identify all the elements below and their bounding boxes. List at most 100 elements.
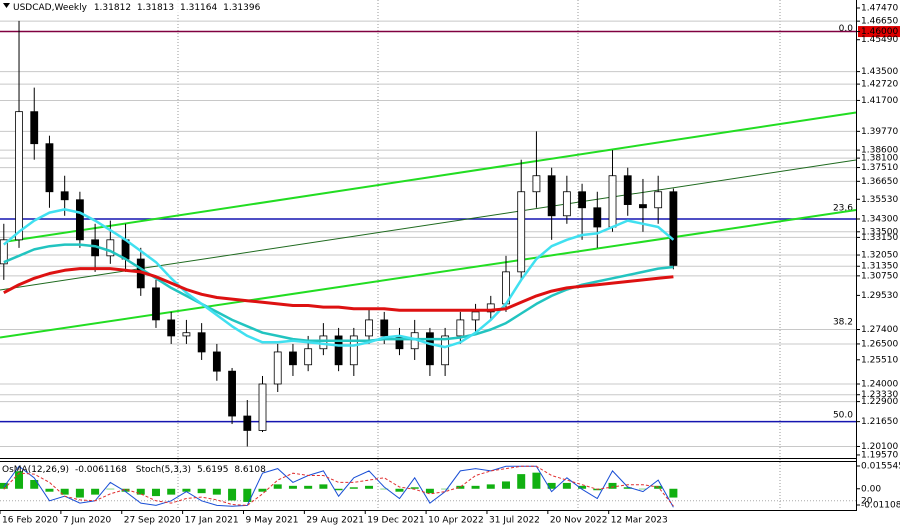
- level-label: 1.32050: [861, 251, 898, 261]
- moving-average: [3, 243, 674, 342]
- x-tick-label: 12 Mar 2023: [611, 516, 668, 526]
- level-label: 1.33500: [861, 227, 898, 237]
- level-label-bg: [858, 26, 900, 38]
- level-label: 1.42720: [861, 80, 898, 90]
- osma-bar: [0, 482, 8, 489]
- indicator-value: -0.0061168: [75, 465, 127, 475]
- quote: 1.31813: [137, 3, 174, 13]
- osma-bar: [30, 479, 39, 489]
- y-tick-label: 1.47470: [861, 4, 898, 14]
- level-label: 1.22900: [861, 397, 898, 407]
- osma-bar: [75, 488, 84, 498]
- candle-body: [654, 191, 663, 209]
- x-tick-label: 17 Jan 2021: [185, 516, 239, 526]
- osma-bar: [517, 474, 526, 489]
- candle-body: [258, 383, 267, 431]
- osma-bar: [91, 488, 100, 495]
- osma-bar: [15, 471, 24, 489]
- candle-body: [319, 335, 328, 350]
- level-label: 1.24000: [861, 379, 898, 389]
- header-icon: [3, 3, 10, 8]
- candle-body: [639, 204, 647, 209]
- candle-body: [60, 191, 69, 201]
- candle-body: [45, 143, 54, 193]
- candle-body: [593, 207, 602, 228]
- level-label: 1.36650: [861, 177, 898, 187]
- osma-bar: [273, 484, 282, 489]
- osma-bar: [228, 488, 237, 501]
- candle-body: [197, 332, 206, 353]
- osma-bar: [212, 488, 221, 495]
- osma-bar: [243, 488, 252, 502]
- osma-bar: [288, 485, 297, 489]
- stoch-line: [3, 465, 674, 508]
- candle-body: [547, 175, 556, 217]
- quote: 1.31396: [223, 3, 260, 13]
- y-tick-label: 1.45490: [861, 35, 898, 45]
- channel-line: [0, 209, 857, 339]
- osma-bar: [258, 488, 267, 492]
- moving-average: [3, 267, 674, 312]
- osma-bar: [304, 485, 313, 489]
- osma-bar: [106, 488, 115, 490]
- chart-title: USDCAD,Weekly: [13, 3, 88, 13]
- y-tick-label: 0.00: [861, 484, 881, 494]
- level-label: 1.30750: [861, 271, 898, 281]
- candle-body: [426, 332, 434, 366]
- x-tick-label: 20 Nov 2022: [550, 516, 608, 526]
- candle-body: [273, 351, 282, 385]
- x-tick-label: 16 Feb 2020: [2, 516, 58, 526]
- indicator-value: 5.6195: [197, 465, 229, 475]
- level-label: 1.21650: [861, 417, 898, 427]
- osma-bar: [547, 482, 556, 489]
- candle-body: [304, 348, 313, 366]
- candle-body: [456, 319, 465, 337]
- candle-body: [532, 175, 541, 193]
- candle-body: [380, 319, 389, 337]
- level-label: 1.20100: [861, 442, 898, 452]
- osma-bar: [334, 488, 343, 491]
- candle-body: [349, 335, 358, 366]
- x-tick-label: 27 Sep 2020: [124, 516, 181, 526]
- osma-bar: [182, 488, 191, 492]
- osma-bar: [456, 485, 465, 489]
- candle-body: [289, 351, 297, 366]
- candle-body: [578, 191, 586, 209]
- level-label: 1.31350: [861, 262, 898, 272]
- quote: 1.31164: [180, 3, 217, 13]
- candle-body: [106, 239, 115, 257]
- candle-body: [182, 332, 191, 337]
- x-tick-label: 9 May 2021: [245, 516, 298, 526]
- fib-label: 50.0: [833, 410, 853, 420]
- indicator-value: 8.6108: [234, 465, 266, 475]
- candle-body: [471, 311, 480, 321]
- osma-bar: [562, 482, 571, 489]
- level-label: 1.46000: [861, 27, 898, 37]
- osma-bar: [471, 485, 480, 489]
- candle-body: [243, 415, 252, 431]
- osma-bar: [441, 488, 450, 490]
- candle-body: [0, 239, 8, 265]
- x-tick-label: 29 Aug 2021: [306, 516, 364, 526]
- quote: 1.31812: [94, 3, 131, 13]
- candle-body: [212, 351, 221, 372]
- osma-bar: [319, 484, 328, 489]
- osma-bar: [151, 488, 160, 497]
- candle-body: [75, 199, 84, 241]
- osma-bar: [197, 488, 206, 494]
- level-label: 1.38600: [861, 146, 898, 156]
- osma-bar: [395, 488, 404, 492]
- y-tick-label: -0.011083: [861, 501, 900, 511]
- osma-bar: [486, 484, 495, 489]
- x-tick-label: 31 Jul 2022: [489, 516, 540, 526]
- osma-bar: [60, 488, 69, 495]
- osma-bar: [45, 488, 54, 492]
- candle-body: [228, 370, 236, 417]
- indicator-header: OsMA(12,26,9) -0.0061168 Stoch(5,3,3) 5.…: [2, 465, 266, 475]
- osma-bar: [638, 488, 647, 490]
- candle-body: [365, 319, 373, 337]
- candle-body: [167, 319, 176, 337]
- y-tick-label: 1.25510: [861, 355, 898, 365]
